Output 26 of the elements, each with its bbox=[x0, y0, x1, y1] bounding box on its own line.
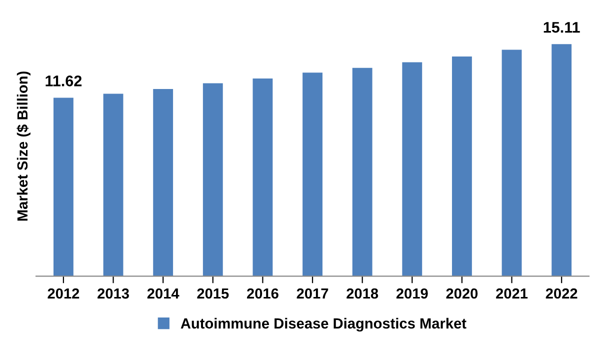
bar bbox=[452, 56, 472, 276]
x-tick-label: 2019 bbox=[396, 288, 428, 299]
x-tick-label: 2014 bbox=[147, 288, 180, 299]
x-tick-label: 2021 bbox=[496, 288, 528, 299]
x-tick-label: 2018 bbox=[346, 288, 378, 299]
legend-label: Autoimmune Disease Diagnostics Market bbox=[180, 318, 466, 332]
x-tick-label: 2012 bbox=[48, 288, 80, 299]
data-label: 15.11 bbox=[544, 22, 580, 33]
bar bbox=[352, 68, 372, 276]
bar bbox=[302, 72, 322, 276]
x-tick-label: 2017 bbox=[296, 288, 328, 299]
x-tick-label: 2015 bbox=[197, 288, 229, 299]
bar bbox=[153, 88, 174, 276]
y-axis-title: Market Size ($ Billion) bbox=[16, 72, 31, 221]
bar bbox=[502, 50, 522, 276]
x-tick-label: 2022 bbox=[546, 288, 578, 299]
bar bbox=[53, 98, 74, 276]
bar bbox=[252, 78, 273, 276]
x-tick-label: 2013 bbox=[98, 288, 129, 299]
data-label: 11.62 bbox=[46, 76, 82, 86]
bar bbox=[103, 94, 124, 276]
x-tick-label: 2016 bbox=[246, 288, 278, 299]
bar bbox=[202, 83, 223, 276]
x-tick-label: 2020 bbox=[446, 288, 478, 299]
bar bbox=[552, 44, 572, 276]
bar bbox=[402, 62, 422, 276]
